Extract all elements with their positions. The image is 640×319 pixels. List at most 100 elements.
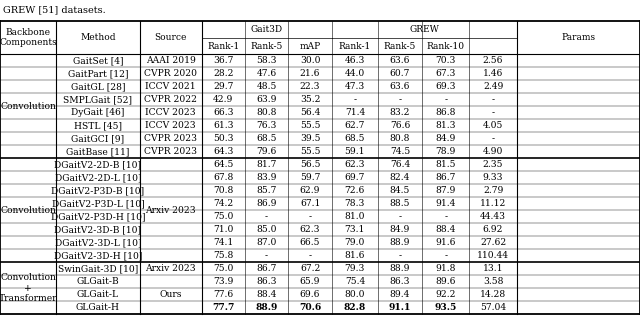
Text: 63.6: 63.6	[390, 82, 410, 91]
Text: 86.3: 86.3	[256, 277, 277, 286]
Text: Ours: Ours	[159, 290, 182, 299]
Text: 62.7: 62.7	[345, 121, 365, 130]
Text: 67.3: 67.3	[436, 69, 456, 78]
Text: 36.7: 36.7	[213, 56, 234, 65]
Text: Convolution: Convolution	[0, 102, 56, 111]
Text: 75.4: 75.4	[345, 277, 365, 286]
Text: -: -	[492, 108, 495, 117]
Text: 71.0: 71.0	[213, 225, 234, 234]
Text: 91.1: 91.1	[389, 303, 411, 312]
Text: -: -	[399, 95, 401, 104]
Text: CVPR 2023: CVPR 2023	[144, 134, 197, 143]
Text: -: -	[444, 251, 447, 260]
Text: 80.8: 80.8	[256, 108, 277, 117]
Text: -: -	[492, 95, 495, 104]
Text: 73.9: 73.9	[213, 277, 234, 286]
Text: mAP: mAP	[300, 42, 321, 51]
Text: 89.6: 89.6	[435, 277, 456, 286]
Text: GREW: GREW	[410, 25, 440, 34]
Text: 87.0: 87.0	[257, 238, 276, 247]
Text: 62.3: 62.3	[344, 160, 365, 169]
Text: 68.5: 68.5	[344, 134, 365, 143]
Text: DGaitV2-P3D-L [10]: DGaitV2-P3D-L [10]	[52, 199, 144, 208]
Text: 30.0: 30.0	[300, 56, 321, 65]
Text: 70.3: 70.3	[436, 56, 456, 65]
Text: 47.3: 47.3	[345, 82, 365, 91]
Text: 3.58: 3.58	[483, 277, 504, 286]
Text: Params: Params	[561, 33, 596, 42]
Text: 75.8: 75.8	[213, 251, 234, 260]
Text: DGaitV2-3D-L [10]: DGaitV2-3D-L [10]	[54, 238, 141, 247]
Text: CVPR 2023: CVPR 2023	[144, 147, 197, 156]
Text: Rank-10: Rank-10	[427, 42, 465, 51]
Text: 59.1: 59.1	[344, 147, 365, 156]
Text: 62.3: 62.3	[300, 225, 321, 234]
Text: 69.6: 69.6	[300, 290, 321, 299]
Text: 81.7: 81.7	[257, 160, 276, 169]
Text: 67.8: 67.8	[213, 173, 234, 182]
Text: 50.3: 50.3	[213, 134, 234, 143]
Text: AAAI 2019: AAAI 2019	[146, 56, 195, 65]
Text: 91.4: 91.4	[436, 199, 456, 208]
Text: 79.0: 79.0	[345, 238, 365, 247]
Text: 67.2: 67.2	[300, 264, 320, 273]
Text: 21.6: 21.6	[300, 69, 321, 78]
Text: 86.7: 86.7	[436, 173, 456, 182]
Text: 64.3: 64.3	[213, 147, 234, 156]
Text: 85.0: 85.0	[256, 225, 277, 234]
Text: Rank-1: Rank-1	[207, 42, 239, 51]
Text: 22.3: 22.3	[300, 82, 321, 91]
Text: 80.0: 80.0	[344, 290, 365, 299]
Text: -: -	[444, 212, 447, 221]
Text: 75.0: 75.0	[213, 212, 234, 221]
Text: 89.4: 89.4	[390, 290, 410, 299]
Text: -: -	[353, 95, 356, 104]
Text: 44.0: 44.0	[345, 69, 365, 78]
Text: GaitSet [4]: GaitSet [4]	[73, 56, 123, 65]
Text: 82.8: 82.8	[344, 303, 366, 312]
Text: 66.5: 66.5	[300, 238, 321, 247]
Text: DGaitV2-3D-B [10]: DGaitV2-3D-B [10]	[54, 225, 141, 234]
Text: 65.9: 65.9	[300, 277, 321, 286]
Text: 83.9: 83.9	[256, 173, 277, 182]
Text: ICCV 2023: ICCV 2023	[145, 121, 196, 130]
Text: 72.6: 72.6	[345, 186, 365, 195]
Text: 91.8: 91.8	[435, 264, 456, 273]
Text: 66.3: 66.3	[213, 108, 234, 117]
Text: 6.92: 6.92	[483, 225, 504, 234]
Text: CVPR 2022: CVPR 2022	[144, 95, 197, 104]
Text: 35.2: 35.2	[300, 95, 321, 104]
Text: 46.3: 46.3	[345, 56, 365, 65]
Text: 88.9: 88.9	[390, 264, 410, 273]
Text: SMPLGait [52]: SMPLGait [52]	[63, 95, 132, 104]
Text: CVPR 2020: CVPR 2020	[144, 69, 197, 78]
Text: DGaitV2-2D-L [10]: DGaitV2-2D-L [10]	[54, 173, 141, 182]
Text: 78.3: 78.3	[345, 199, 365, 208]
Text: 91.6: 91.6	[435, 238, 456, 247]
Text: 63.9: 63.9	[256, 95, 277, 104]
Text: 86.3: 86.3	[390, 277, 410, 286]
Text: 74.2: 74.2	[213, 199, 234, 208]
Text: Source: Source	[154, 33, 187, 42]
Text: 47.6: 47.6	[257, 69, 276, 78]
Text: 84.9: 84.9	[436, 134, 456, 143]
Text: ICCV 2023: ICCV 2023	[145, 108, 196, 117]
Text: -: -	[399, 212, 401, 221]
Text: 88.4: 88.4	[436, 225, 456, 234]
Text: 42.9: 42.9	[213, 95, 234, 104]
Text: 63.6: 63.6	[390, 56, 410, 65]
Text: 77.6: 77.6	[213, 290, 234, 299]
Text: DGaitV2-P3D-H [10]: DGaitV2-P3D-H [10]	[51, 212, 145, 221]
Text: DGaitV2-2D-B [10]: DGaitV2-2D-B [10]	[54, 160, 141, 169]
Text: -: -	[308, 251, 312, 260]
Text: 75.0: 75.0	[213, 264, 234, 273]
Text: 88.5: 88.5	[390, 199, 410, 208]
Text: 110.44: 110.44	[477, 251, 509, 260]
Text: 71.4: 71.4	[345, 108, 365, 117]
Text: Backbone
Components: Backbone Components	[0, 28, 57, 47]
Text: 74.1: 74.1	[213, 238, 234, 247]
Text: 62.9: 62.9	[300, 186, 321, 195]
Text: 77.7: 77.7	[212, 303, 234, 312]
Text: 84.9: 84.9	[390, 225, 410, 234]
Text: 4.90: 4.90	[483, 147, 503, 156]
